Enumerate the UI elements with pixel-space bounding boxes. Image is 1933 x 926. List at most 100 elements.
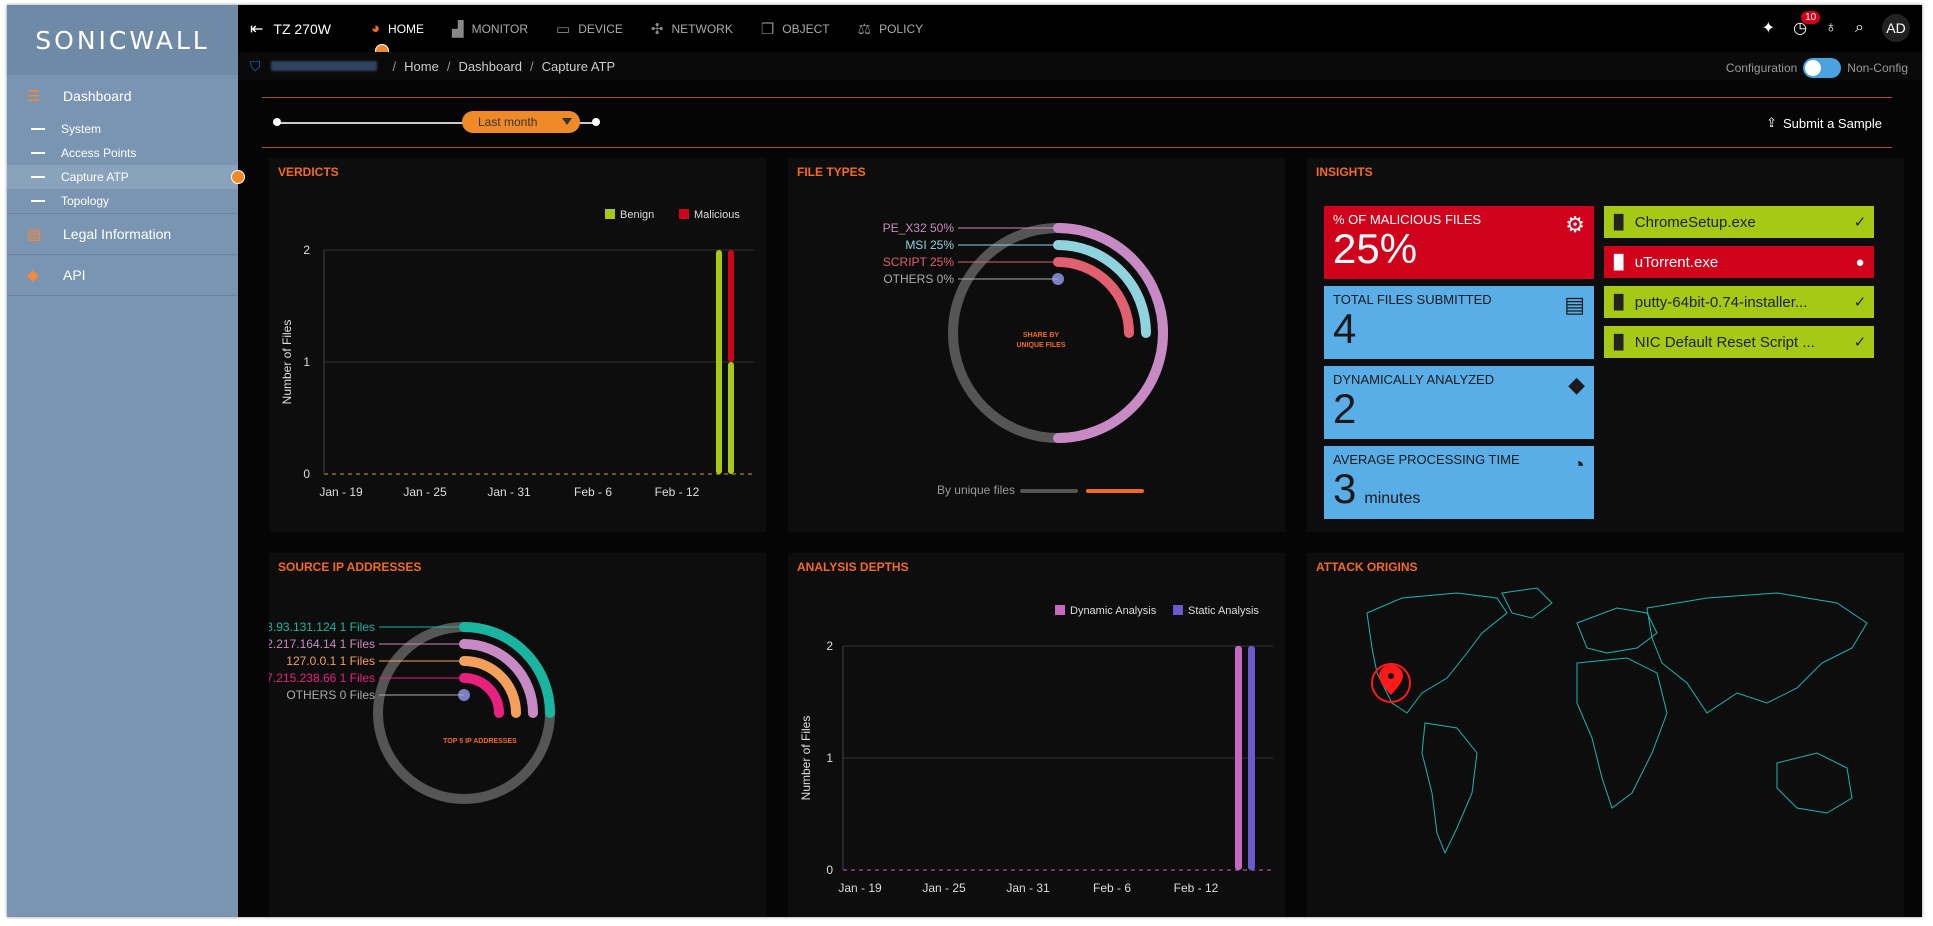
y-tick: 1 xyxy=(826,751,833,765)
x-tick: Feb - 12 xyxy=(655,485,700,499)
insights-panel: INSIGHTS % OF MALICIOUS FILES 25% ⚙ TOTA… xyxy=(1307,158,1904,532)
attack-origin-ring xyxy=(1371,663,1411,703)
panel-title: ATTACK ORIGINS xyxy=(1316,560,1418,574)
sidebar-subitem-access-points[interactable]: Access Points xyxy=(7,141,238,165)
arc-ip-2 xyxy=(459,639,538,718)
file-item[interactable]: ▉ NIC Default Reset Script ... ✓ xyxy=(1604,326,1874,358)
submit-sample-label: Submit a Sample xyxy=(1783,115,1882,131)
file-icon: ▉ xyxy=(1614,333,1625,350)
check-icon: ✓ xyxy=(1853,214,1867,231)
nav-label: POLICY xyxy=(879,21,924,36)
sidebar-item-legal[interactable]: ▤ Legal Information xyxy=(7,214,238,255)
bar-dynamic xyxy=(1235,646,1242,870)
notifications-icon[interactable]: ◷ 10 xyxy=(1793,11,1821,38)
slice-label: OTHERS 0% xyxy=(883,272,954,286)
tile-unit: minutes xyxy=(1364,490,1421,507)
sidebar-subitem-label: Topology xyxy=(61,194,110,208)
attack-origins-panel: ATTACK ORIGINS xyxy=(1307,553,1904,917)
location-pin-icon[interactable] xyxy=(1379,665,1403,695)
greenland-outline xyxy=(1501,587,1553,619)
nav-device[interactable]: ▭ DEVICE xyxy=(556,20,623,38)
wizard-icon[interactable]: ✦ xyxy=(1761,20,1776,37)
nav-network[interactable]: ✣ NETWORK xyxy=(651,20,733,38)
tile-label: % OF MALICIOUS FILES xyxy=(1333,212,1482,227)
source-ip-panel: SOURCE IP ADDRESSES 93.93.131.124 1 File… xyxy=(269,553,766,917)
sidebar-item-dashboard[interactable]: ☰ Dashboard xyxy=(7,75,238,117)
map-outlines xyxy=(1366,587,1868,855)
sonicwall-logo: SONICWALL xyxy=(35,25,210,55)
time-range-track[interactable] xyxy=(277,122,597,124)
breadcrumb-dashboard[interactable]: Dashboard xyxy=(458,58,523,74)
world-map[interactable] xyxy=(1307,553,1904,917)
sidebar: SONICWALL ☰ Dashboard System Access Poin… xyxy=(7,5,245,917)
arc-msi xyxy=(1053,240,1151,338)
verdicts-chart: Benign Malicious 2 1 0 Number of Files J… xyxy=(280,209,754,499)
africa-outline xyxy=(1576,657,1668,809)
object-icon: ❒ xyxy=(760,20,775,38)
file-types-chart: PE_X32 50% MSI 25% SCRIPT 25% OTHERS 0% … xyxy=(883,221,1168,497)
legend-swatch-static xyxy=(1173,605,1183,615)
dashboard-list-icon: ☰ xyxy=(27,88,41,105)
monitor-icon: ▭ xyxy=(556,20,571,38)
legend-dynamic: Dynamic Analysis xyxy=(1070,605,1157,617)
nav-object[interactable]: ❒ OBJECT xyxy=(761,20,830,38)
tile-label: TOTAL FILES SUBMITTED xyxy=(1333,292,1492,307)
submit-sample-button[interactable]: ⇪ Submit a Sample xyxy=(1766,115,1882,131)
nav-monitor[interactable]: ▟ MONITOR xyxy=(452,20,528,38)
file-item[interactable]: ▉ ChromeSetup.exe ✓ xyxy=(1604,206,1874,238)
x-tick: Jan - 31 xyxy=(1006,881,1050,895)
panel-title: FILE TYPES xyxy=(797,165,866,179)
bug-icon: ⚙ xyxy=(1565,212,1585,237)
blurred-device-name xyxy=(270,61,377,71)
x-tick: Jan - 25 xyxy=(922,881,966,895)
file-item[interactable]: ▉ uTorrent.exe ● xyxy=(1604,246,1874,278)
legend-static: Static Analysis xyxy=(1188,605,1259,617)
breadcrumb-home[interactable]: Home xyxy=(404,58,439,74)
search-icon[interactable]: ⌕ xyxy=(1855,19,1864,36)
user-avatar[interactable]: AD xyxy=(1882,14,1910,42)
nav-label: MONITOR xyxy=(471,21,529,36)
tile-value: 25% xyxy=(1333,225,1418,272)
sidebar-subitem-label: System xyxy=(61,122,102,136)
sidebar-item-api[interactable]: ◆ API xyxy=(7,255,238,296)
x-tick: Jan - 19 xyxy=(838,881,882,895)
arc-pe-x32 xyxy=(1053,223,1168,443)
x-tick: Jan - 25 xyxy=(403,485,447,499)
x-tick: Jan - 31 xyxy=(487,485,531,499)
sidebar-subitem-capture-atp[interactable]: Capture ATP xyxy=(7,165,245,189)
panel-title: VERDICTS xyxy=(278,165,339,179)
sidebar-subitem-topology[interactable]: Topology xyxy=(7,189,238,214)
nav-home[interactable]: ◕ HOME xyxy=(371,20,424,58)
file-name: putty-64bit-0.74-installer... xyxy=(1634,293,1808,311)
legend-malicious: Malicious xyxy=(694,209,740,221)
chart-footer: By unique files xyxy=(937,483,1015,497)
sidebar-subitem-system[interactable]: System xyxy=(7,117,238,141)
range-select[interactable]: Last month xyxy=(462,111,580,133)
y-tick: 2 xyxy=(303,243,310,257)
collapse-menu-icon[interactable]: ⇤ xyxy=(250,20,264,38)
slice-label: 67.215.238.66 1 Files xyxy=(269,671,375,685)
app-window: SONICWALL ☰ Dashboard System Access Poin… xyxy=(7,5,1922,917)
tips-bulb-icon[interactable]: ♁ xyxy=(1825,19,1838,36)
sidebar-item-label: Legal Information xyxy=(63,226,172,242)
bar-benign xyxy=(716,250,722,474)
asia-outline xyxy=(1646,592,1868,714)
check-icon: ✓ xyxy=(1853,294,1867,311)
file-item[interactable]: ▉ putty-64bit-0.74-installer... ✓ xyxy=(1604,286,1874,318)
range-end-handle[interactable] xyxy=(592,118,600,126)
nav-label: NETWORK xyxy=(671,21,733,36)
alert-diamond-icon: ◆ xyxy=(1568,372,1585,397)
upload-icon: ⇪ xyxy=(1766,115,1777,130)
divider xyxy=(262,97,1892,98)
device-name: TZ 270W xyxy=(273,20,331,37)
y-axis-label: Number of Files xyxy=(799,716,813,801)
toggle-left-label: Configuration xyxy=(1725,61,1798,75)
slice-label: PE_X32 50% xyxy=(883,221,955,235)
nav-policy[interactable]: ⚖ POLICY xyxy=(858,20,923,38)
dash-icon xyxy=(31,128,45,130)
legend-swatch-benign xyxy=(605,209,615,219)
mode-toggle-switch[interactable] xyxy=(1803,58,1842,78)
file-icon: ▉ xyxy=(1614,213,1625,230)
range-start-handle[interactable] xyxy=(273,118,281,126)
y-tick: 1 xyxy=(303,355,310,369)
